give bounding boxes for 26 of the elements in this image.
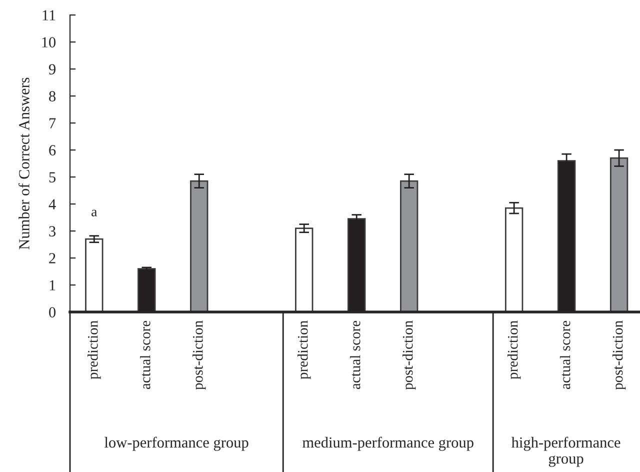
- x-tick-label: post-diction: [402, 320, 416, 390]
- x-tick-label: actual score: [350, 320, 360, 390]
- x-tick-label: prediction: [507, 320, 521, 380]
- y-tick-label: 9: [48, 64, 56, 74]
- x-tick-label: post-diction: [192, 320, 206, 390]
- y-tick-label: 2: [49, 253, 56, 264]
- x-tick-label: prediction: [297, 320, 311, 380]
- y-axis-title: Number of Correct Answers: [18, 78, 30, 250]
- y-tick-label: 11: [42, 10, 56, 20]
- x-tick-label: actual score: [560, 320, 570, 390]
- annotation: a: [92, 210, 98, 216]
- y-tick-label: 10: [42, 37, 56, 48]
- text: low-performance group: [104, 436, 248, 451]
- x-tick-label: actual score: [140, 320, 150, 390]
- text: high-performance group: [511, 436, 620, 467]
- y-tick-label: 4: [48, 199, 56, 210]
- x-tick-label: post-diction: [612, 320, 626, 390]
- y-tick-label: 6: [49, 145, 56, 156]
- y-tick-label: 8: [49, 91, 56, 102]
- y-tick-label: 1: [50, 280, 56, 290]
- y-tick-label: 3: [49, 226, 56, 236]
- x-tick-label: prediction: [88, 320, 101, 380]
- y-tick-label: 0: [49, 307, 56, 318]
- text: medium-performance group: [302, 436, 474, 451]
- y-tick-label: 7: [49, 118, 56, 128]
- y-tick-label: 5: [49, 172, 56, 182]
